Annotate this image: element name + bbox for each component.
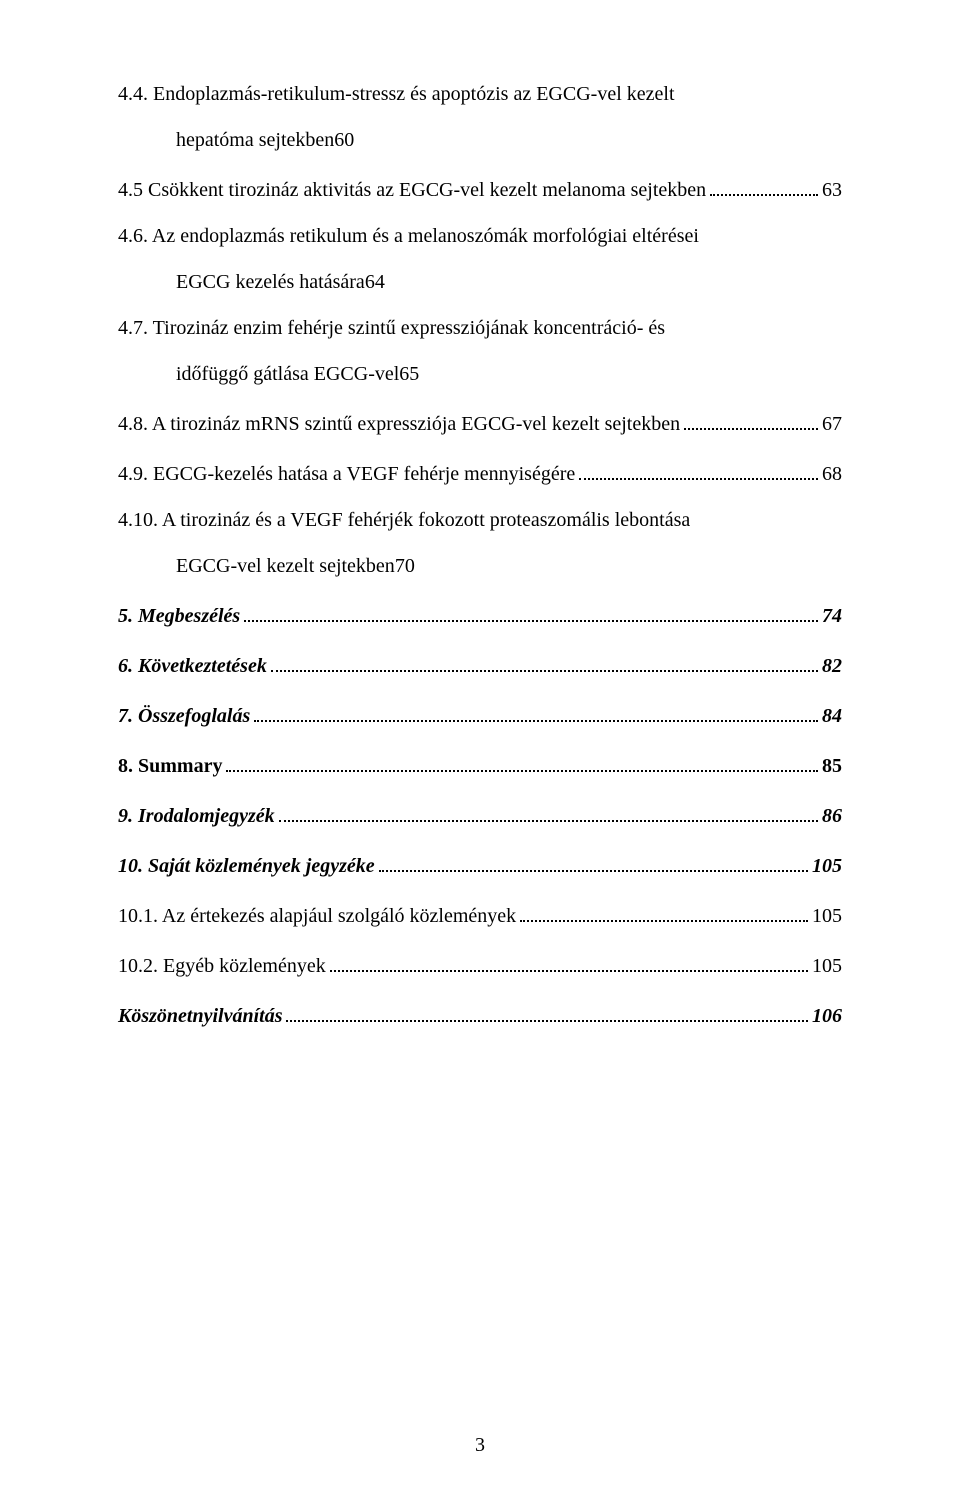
toc-entry: 4.6. Az endoplazmás retikulum és a melan… [118,200,842,292]
toc-entry: 7. Összefoglalás 84 [118,676,842,726]
toc-leader-dots [379,852,808,872]
toc-leader-dots [684,410,818,430]
toc-leader-dots [286,1002,808,1022]
toc-entry-text: hepatóma sejtekben [176,130,334,150]
toc-entry-line1: 4.4. Endoplazmás-retikulum-stressz és ap… [118,58,842,104]
toc-entry-line2: EGCG kezelés hatására64 [118,246,842,292]
toc-entry: 10.1. Az értekezés alapjául szolgáló köz… [118,876,842,926]
toc-leader-dots [244,602,818,622]
toc-leader-dots [710,176,818,196]
toc-leader-dots [226,752,818,772]
toc-entry-text: 5. Megbeszélés [118,606,240,626]
toc-entry-page: 65 [399,364,419,384]
toc-entry: 4.8. A tirozináz mRNS szintű expressziój… [118,384,842,434]
toc-entry-text: 7. Összefoglalás [118,706,250,726]
toc-entry-page: 82 [822,656,842,676]
toc-entry-page: 63 [822,180,842,200]
toc-entry-page: 74 [822,606,842,626]
toc-entry-text: 4.4. Endoplazmás-retikulum-stressz és ap… [118,84,675,104]
toc-entry-page: 70 [395,556,415,576]
toc-leader-dots [579,460,818,480]
toc-entry-page: 105 [812,906,842,926]
toc-entry-text: 4.5 Csökkent tirozináz aktivitás az EGCG… [118,180,706,200]
toc-entry-page: 64 [365,272,385,292]
toc-entry-line2: hepatóma sejtekben60 [118,104,842,150]
toc-entry-text: 9. Irodalomjegyzék [118,806,275,826]
toc-leader-dots [330,952,808,972]
toc-entry-line1: 4.10. A tirozináz és a VEGF fehérjék fok… [118,484,842,530]
toc-entry: 10.2. Egyéb közlemények 105 [118,926,842,976]
toc-entry-text: 4.9. EGCG-kezelés hatása a VEGF fehérje … [118,464,575,484]
table-of-contents: 4.4. Endoplazmás-retikulum-stressz és ap… [118,58,842,1026]
toc-entry-page: 105 [812,956,842,976]
toc-entry-text: 6. Következtetések [118,656,267,676]
toc-entry-text: 4.8. A tirozináz mRNS szintű expressziój… [118,414,680,434]
toc-entry: 4.9. EGCG-kezelés hatása a VEGF fehérje … [118,434,842,484]
toc-entry-text: 10.1. Az értekezés alapjául szolgáló köz… [118,906,516,926]
toc-entry-page: 86 [822,806,842,826]
toc-entry-text: 4.10. A tirozináz és a VEGF fehérjék fok… [118,510,690,530]
toc-entry-page: 84 [822,706,842,726]
toc-entry-text: 10. Saját közlemények jegyzéke [118,856,375,876]
toc-entry-text: Köszönetnyilvánítás [118,1006,282,1026]
toc-entry: 6. Következtetések 82 [118,626,842,676]
toc-leader-dots [520,902,808,922]
toc-entry: 8. Summary 85 [118,726,842,776]
toc-entry-text: időfüggő gátlása EGCG-vel [176,364,399,384]
toc-entry-line1: 4.6. Az endoplazmás retikulum és a melan… [118,200,842,246]
toc-entry: 5. Megbeszélés 74 [118,576,842,626]
toc-entry-text: 10.2. Egyéb közlemények [118,956,326,976]
toc-entry-text: 8. Summary [118,756,222,776]
toc-entry: 4.10. A tirozináz és a VEGF fehérjék fok… [118,484,842,576]
toc-entry-page: 106 [812,1006,842,1026]
toc-entry-text: 4.6. Az endoplazmás retikulum és a melan… [118,226,699,246]
toc-entry-text: EGCG kezelés hatására [176,272,365,292]
toc-leader-dots [279,802,818,822]
toc-entry-line1: 4.7. Tirozináz enzim fehérje szintű expr… [118,292,842,338]
toc-entry: Köszönetnyilvánítás 106 [118,976,842,1026]
toc-entry: 4.7. Tirozináz enzim fehérje szintű expr… [118,292,842,384]
toc-leader-dots [271,652,818,672]
page-number: 3 [0,1434,960,1457]
document-page: 4.4. Endoplazmás-retikulum-stressz és ap… [0,0,960,1503]
toc-entry: 4.5 Csökkent tirozináz aktivitás az EGCG… [118,150,842,200]
toc-entry-text: 4.7. Tirozináz enzim fehérje szintű expr… [118,318,665,338]
toc-entry: 10. Saját közlemények jegyzéke 105 [118,826,842,876]
toc-entry-line2: EGCG-vel kezelt sejtekben70 [118,530,842,576]
toc-entry-page: 68 [822,464,842,484]
toc-entry-line2: időfüggő gátlása EGCG-vel65 [118,338,842,384]
toc-entry: 9. Irodalomjegyzék 86 [118,776,842,826]
toc-entry-page: 60 [334,130,354,150]
toc-entry-page: 105 [812,856,842,876]
toc-entry: 4.4. Endoplazmás-retikulum-stressz és ap… [118,58,842,150]
toc-entry-text: EGCG-vel kezelt sejtekben [176,556,395,576]
toc-entry-page: 67 [822,414,842,434]
toc-leader-dots [254,702,818,722]
toc-entry-page: 85 [822,756,842,776]
